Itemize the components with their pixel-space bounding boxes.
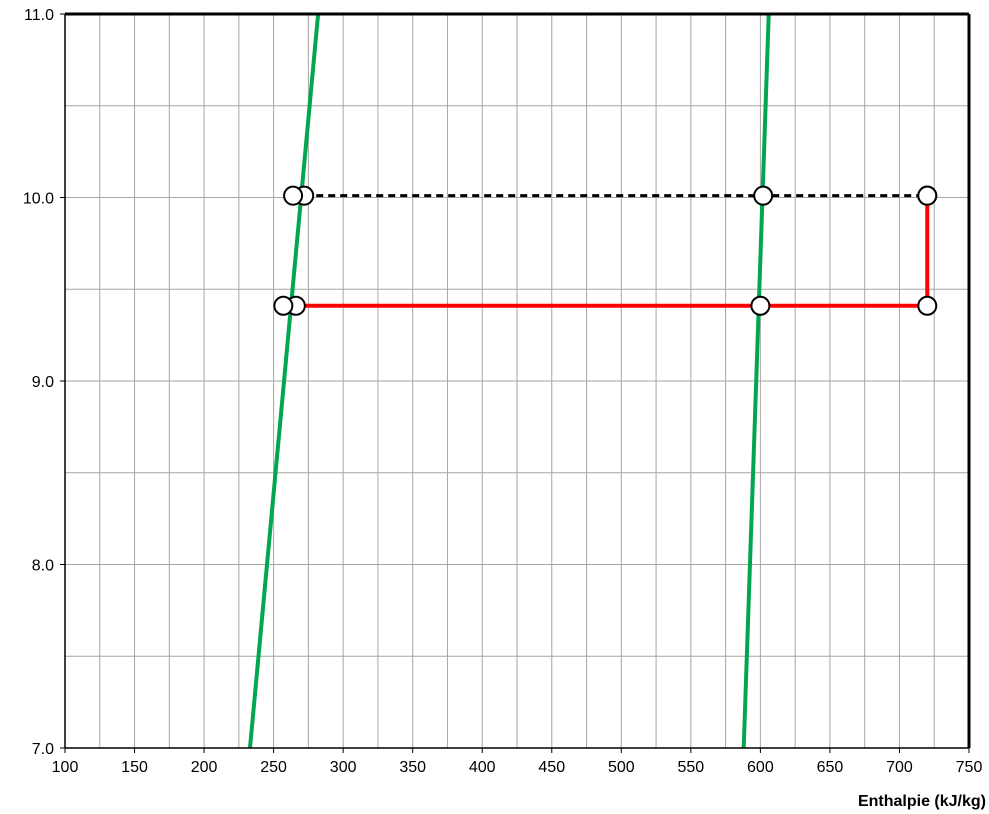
x-tick-label: 500 [608,759,635,776]
series-markers [273,185,938,316]
gridlines [64,13,970,749]
y-tick-label: 8.0 [32,558,54,575]
x-tick-label: 450 [538,759,565,776]
x-tick-label: 600 [747,759,774,776]
x-tick-label: 250 [260,759,287,776]
data-point-marker [917,185,938,206]
data-point-marker [273,295,294,316]
x-tick-label: 550 [677,759,704,776]
x-tick-label: 350 [399,759,426,776]
series-line-1 [247,13,321,749]
data-point-marker [283,185,304,206]
series-line-3 [295,195,930,308]
x-tick-label: 700 [886,759,913,776]
x-tick-label: 150 [121,759,148,776]
y-tick-label: 7.0 [32,741,54,758]
y-tick-labels: 7.0 8.0 9.0 10.0 11.0 [23,7,54,758]
x-tick-label: 750 [956,759,983,776]
y-tick-label: 9.0 [32,374,54,391]
x-tick-label: 200 [191,759,218,776]
y-tick-label: 10.0 [23,191,54,208]
data-point-marker [750,295,771,316]
x-tick-label: 650 [817,759,844,776]
series-line-2 [741,13,771,749]
x-tick-label: 100 [52,759,79,776]
x-tick-labels: 100 150 200 250 300 350 400 450 500 550 600 650 700 7… [52,759,983,776]
data-point-marker [917,295,938,316]
x-tick-label: 300 [330,759,357,776]
y-tick-label: 11.0 [24,7,54,24]
x-axis-title: Enthalpie (kJ/kg) [858,793,986,810]
x-tick-label: 400 [469,759,496,776]
data-point-marker [753,185,774,206]
axes [60,12,971,753]
